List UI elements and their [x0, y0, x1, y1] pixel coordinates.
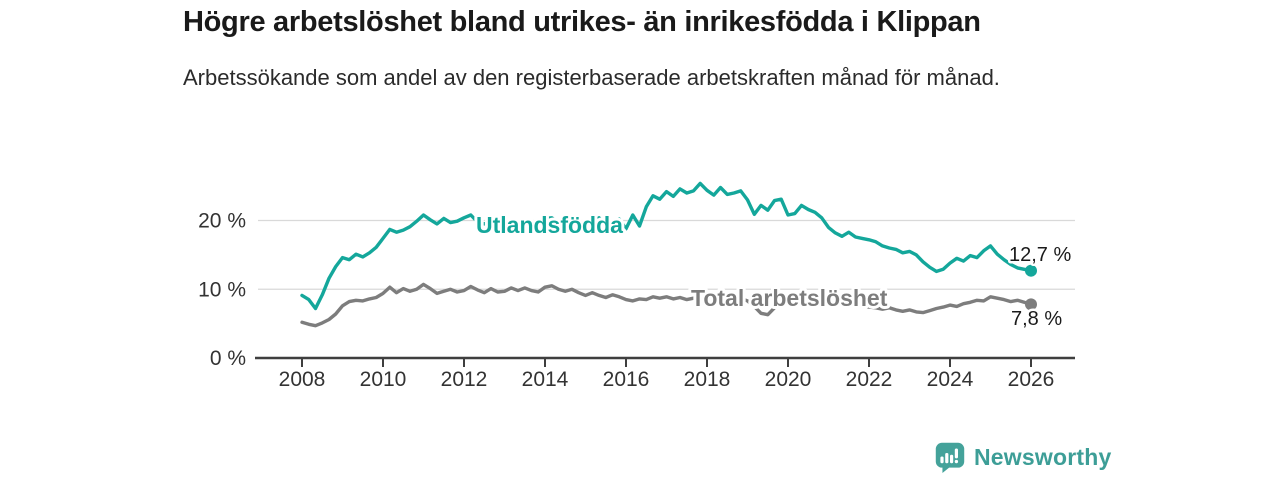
series-line-total: [300, 282, 1033, 328]
bar-2: [945, 453, 949, 464]
exclamation-dot: [954, 459, 959, 464]
x-tick-label-2020: 2020: [765, 368, 812, 391]
x-tick-label-2012: 2012: [441, 368, 488, 391]
y-tick-label-0: 0 %: [210, 347, 246, 370]
x-tick-label-2008: 2008: [279, 368, 326, 391]
x-tick-label-2018: 2018: [684, 368, 731, 391]
series-label-total: Total arbetslöshet: [691, 285, 888, 311]
end-dot-total: [1025, 298, 1037, 311]
series-label-utlandsfodda: Utlandsfödda: [476, 212, 623, 238]
newsworthy-wordmark: Newsworthy: [974, 443, 1112, 470]
x-tick-label-2022: 2022: [846, 368, 893, 391]
series-line-utlandsfodda: [300, 181, 1033, 311]
y-tick-label-20: 20 %: [198, 210, 246, 233]
end-value-label-total: 7,8 %: [1011, 308, 1062, 330]
newsworthy-logo: Newsworthy: [934, 441, 1111, 473]
x-tick-label-2024: 2024: [927, 368, 974, 391]
bar-3: [950, 454, 954, 464]
y-tick-label-10: 10 %: [198, 278, 246, 301]
x-tick-label-2010: 2010: [360, 368, 407, 391]
chart-title: Högre arbetslöshet bland utrikes- än inr…: [183, 6, 981, 38]
chart-subtitle: Arbetssökande som andel av den registerb…: [183, 65, 1000, 90]
x-tick-label-2026: 2026: [1008, 368, 1055, 391]
exclamation-bar: [954, 448, 958, 459]
x-tick-label-2014: 2014: [522, 368, 569, 391]
end-value-label-utlandsfodda: 12,7 %: [1009, 244, 1071, 266]
x-tick-label-2016: 2016: [603, 368, 650, 391]
end-dot-utlandsfodda: [1025, 264, 1037, 277]
bar-1: [940, 456, 944, 464]
bar-chart-speech-bubble-icon: [935, 442, 965, 473]
